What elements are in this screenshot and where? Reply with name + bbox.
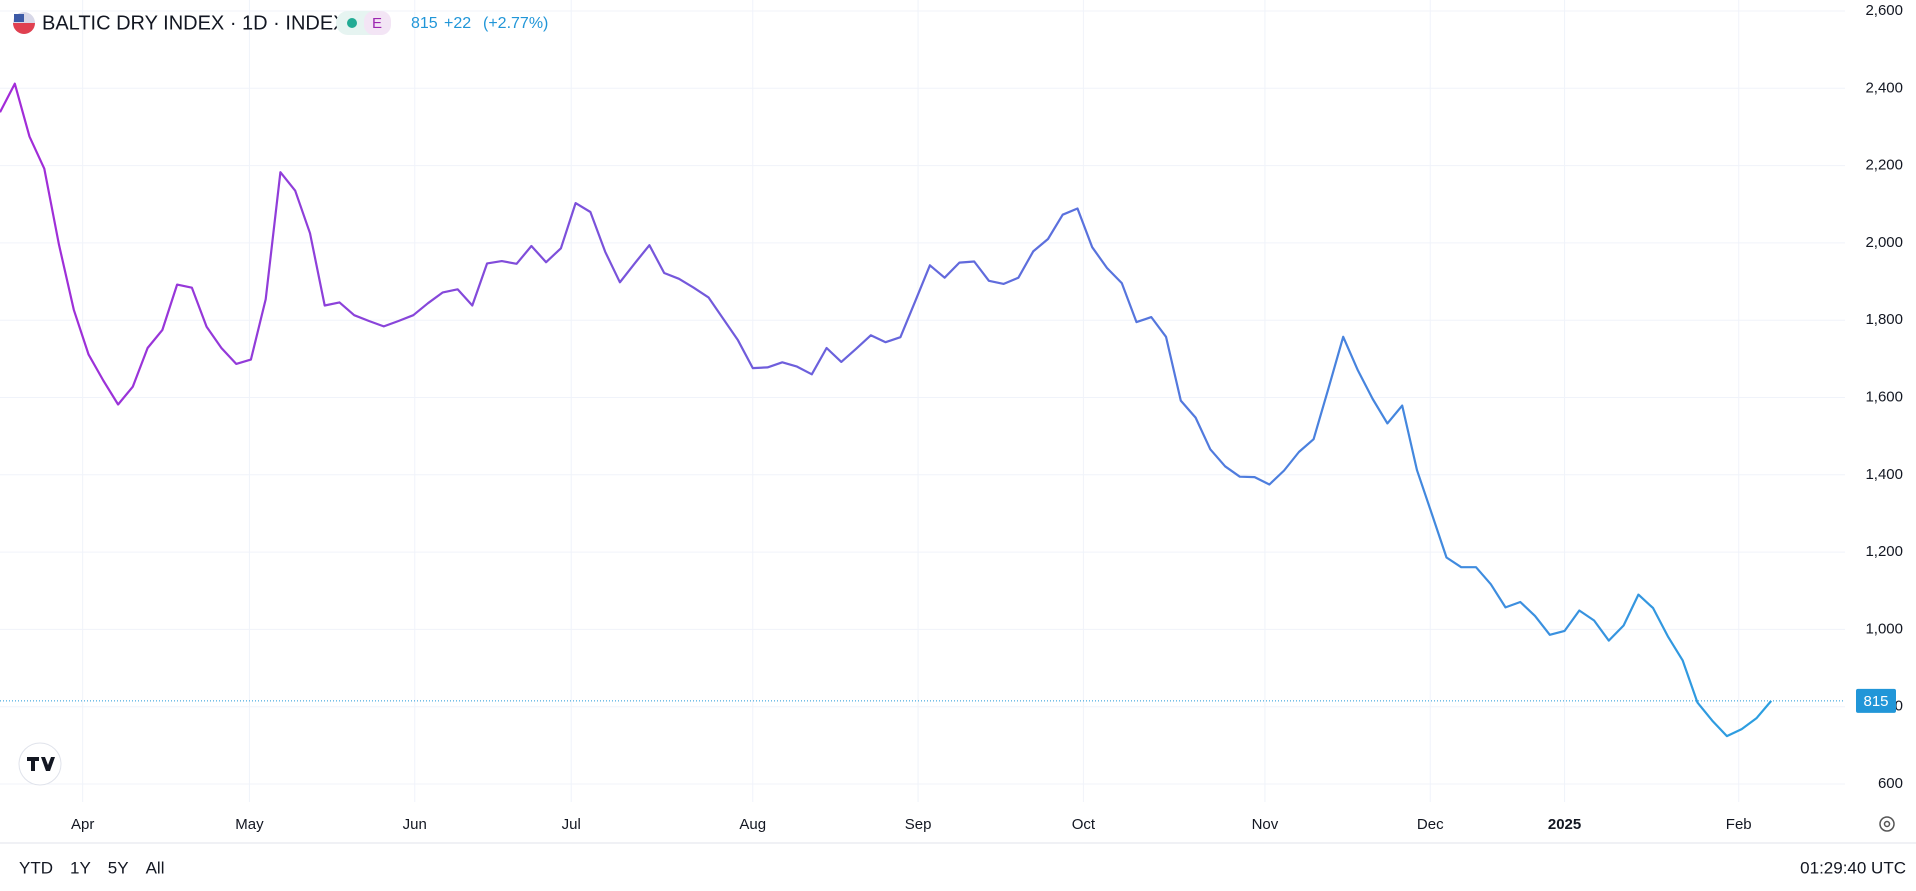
plot	[0, 82, 1845, 738]
flag-stripe	[13, 23, 35, 34]
x-tick-label: Nov	[1252, 816, 1279, 833]
y-tick-label: 1,000	[1865, 620, 1903, 637]
y-tick-label: 1,200	[1865, 543, 1903, 560]
x-tick-label: Aug	[739, 816, 766, 833]
y-tick-label: 1,600	[1865, 388, 1903, 405]
x-tick-label: Oct	[1072, 816, 1096, 833]
range-button[interactable]: 5Y	[108, 858, 129, 877]
range-button[interactable]: All	[146, 858, 165, 877]
range-button[interactable]: 1Y	[70, 858, 91, 877]
y-tick-label: 2,000	[1865, 234, 1903, 251]
settings-icon[interactable]	[1879, 816, 1895, 832]
tv-logo-mark	[27, 757, 55, 771]
status-dot	[347, 18, 357, 28]
x-tick-label: Jul	[562, 816, 581, 833]
tv-logo[interactable]	[18, 742, 62, 786]
x-tick-label: 2025	[1548, 816, 1581, 833]
last-price: 815	[411, 15, 438, 32]
y-tick-label: 600	[1878, 775, 1903, 792]
price-line	[0, 82, 1773, 738]
x-tick-label: Jun	[403, 816, 427, 833]
y-tick-label: 1,800	[1865, 311, 1903, 328]
y-tick-label: 2,400	[1865, 79, 1903, 96]
change: +22	[444, 15, 471, 32]
x-tick-label: Apr	[71, 816, 94, 833]
settings-icon-center	[1883, 820, 1891, 828]
badge-bg	[364, 11, 391, 35]
x-tick-label: Feb	[1726, 816, 1752, 833]
legend-header: BALTIC DRY INDEX · 1D · INDEX E 815 +22 …	[13, 11, 548, 35]
last-price-badge	[1856, 688, 1896, 713]
x-tick-label: May	[235, 816, 264, 833]
grid	[0, 0, 1845, 802]
symbol-title: BALTIC DRY INDEX · 1D · INDEX	[42, 12, 347, 34]
y-tick-label: 2,600	[1865, 2, 1903, 19]
badge: E	[372, 15, 382, 32]
bottom-toolbar: YTD 1Y 5Y All	[19, 858, 165, 877]
x-tick-label: Sep	[905, 816, 932, 833]
range-button[interactable]: YTD	[19, 858, 53, 877]
last-price-label: 815	[1863, 693, 1888, 710]
y-tick-label: 1,400	[1865, 466, 1903, 483]
clock: 01:29:40 UTC	[1800, 858, 1906, 877]
change-pct: (+2.77%)	[483, 15, 548, 32]
y-tick-label: 2,200	[1865, 157, 1903, 174]
x-tick-label: Dec	[1417, 816, 1444, 833]
flag-canton	[14, 14, 24, 22]
